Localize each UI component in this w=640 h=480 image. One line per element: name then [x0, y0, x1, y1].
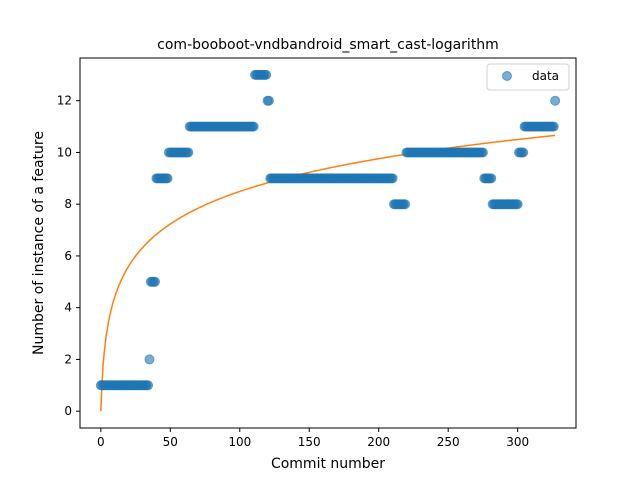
data-point [248, 121, 259, 132]
x-tick-label: 50 [163, 435, 178, 449]
data-point [183, 147, 194, 158]
y-tick-label: 12 [57, 94, 72, 108]
legend: data [486, 63, 570, 91]
data-point [550, 95, 561, 106]
y-axis-label: Number of instance of a feature [31, 131, 47, 355]
data-point [486, 173, 497, 184]
y-tick-label: 0 [64, 404, 72, 418]
x-axis-label: Commit number [271, 456, 385, 472]
plot-area [95, 69, 561, 412]
data-point [162, 173, 173, 184]
fit-line [100, 134, 556, 412]
legend-marker-data [502, 71, 512, 81]
data-point [143, 380, 154, 391]
y-axis: 0 2 4 6 8 10 12 [57, 94, 80, 418]
data-points-layer [95, 69, 561, 391]
data-point [400, 199, 411, 210]
x-tick-label: 100 [228, 435, 251, 449]
plot-frame [79, 57, 577, 429]
y-tick-label: 2 [64, 352, 72, 366]
chart-title: com-booboot-vndbandroid_smart_cast-logar… [157, 37, 499, 53]
fit-line-layer [100, 134, 556, 412]
x-tick-label: 150 [298, 435, 321, 449]
y-tick-label: 10 [57, 145, 72, 159]
data-point [518, 147, 529, 158]
data-point [512, 199, 523, 210]
data-point [150, 276, 161, 287]
y-tick-label: 8 [64, 197, 72, 211]
data-point [261, 69, 272, 80]
y-tick-label: 6 [64, 249, 72, 263]
x-axis: 0 50 100 150 200 250 300 [97, 428, 529, 449]
x-tick-label: 0 [97, 435, 105, 449]
legend-label-data: data [532, 69, 559, 83]
x-tick-label: 300 [506, 435, 529, 449]
data-point [263, 95, 274, 106]
x-tick-label: 250 [437, 435, 460, 449]
x-tick-label: 200 [367, 435, 390, 449]
legend-box [486, 63, 570, 91]
y-tick-label: 4 [64, 301, 72, 315]
data-point [477, 147, 488, 158]
data-point [144, 354, 155, 365]
data-point [387, 173, 398, 184]
data-point [548, 121, 559, 132]
